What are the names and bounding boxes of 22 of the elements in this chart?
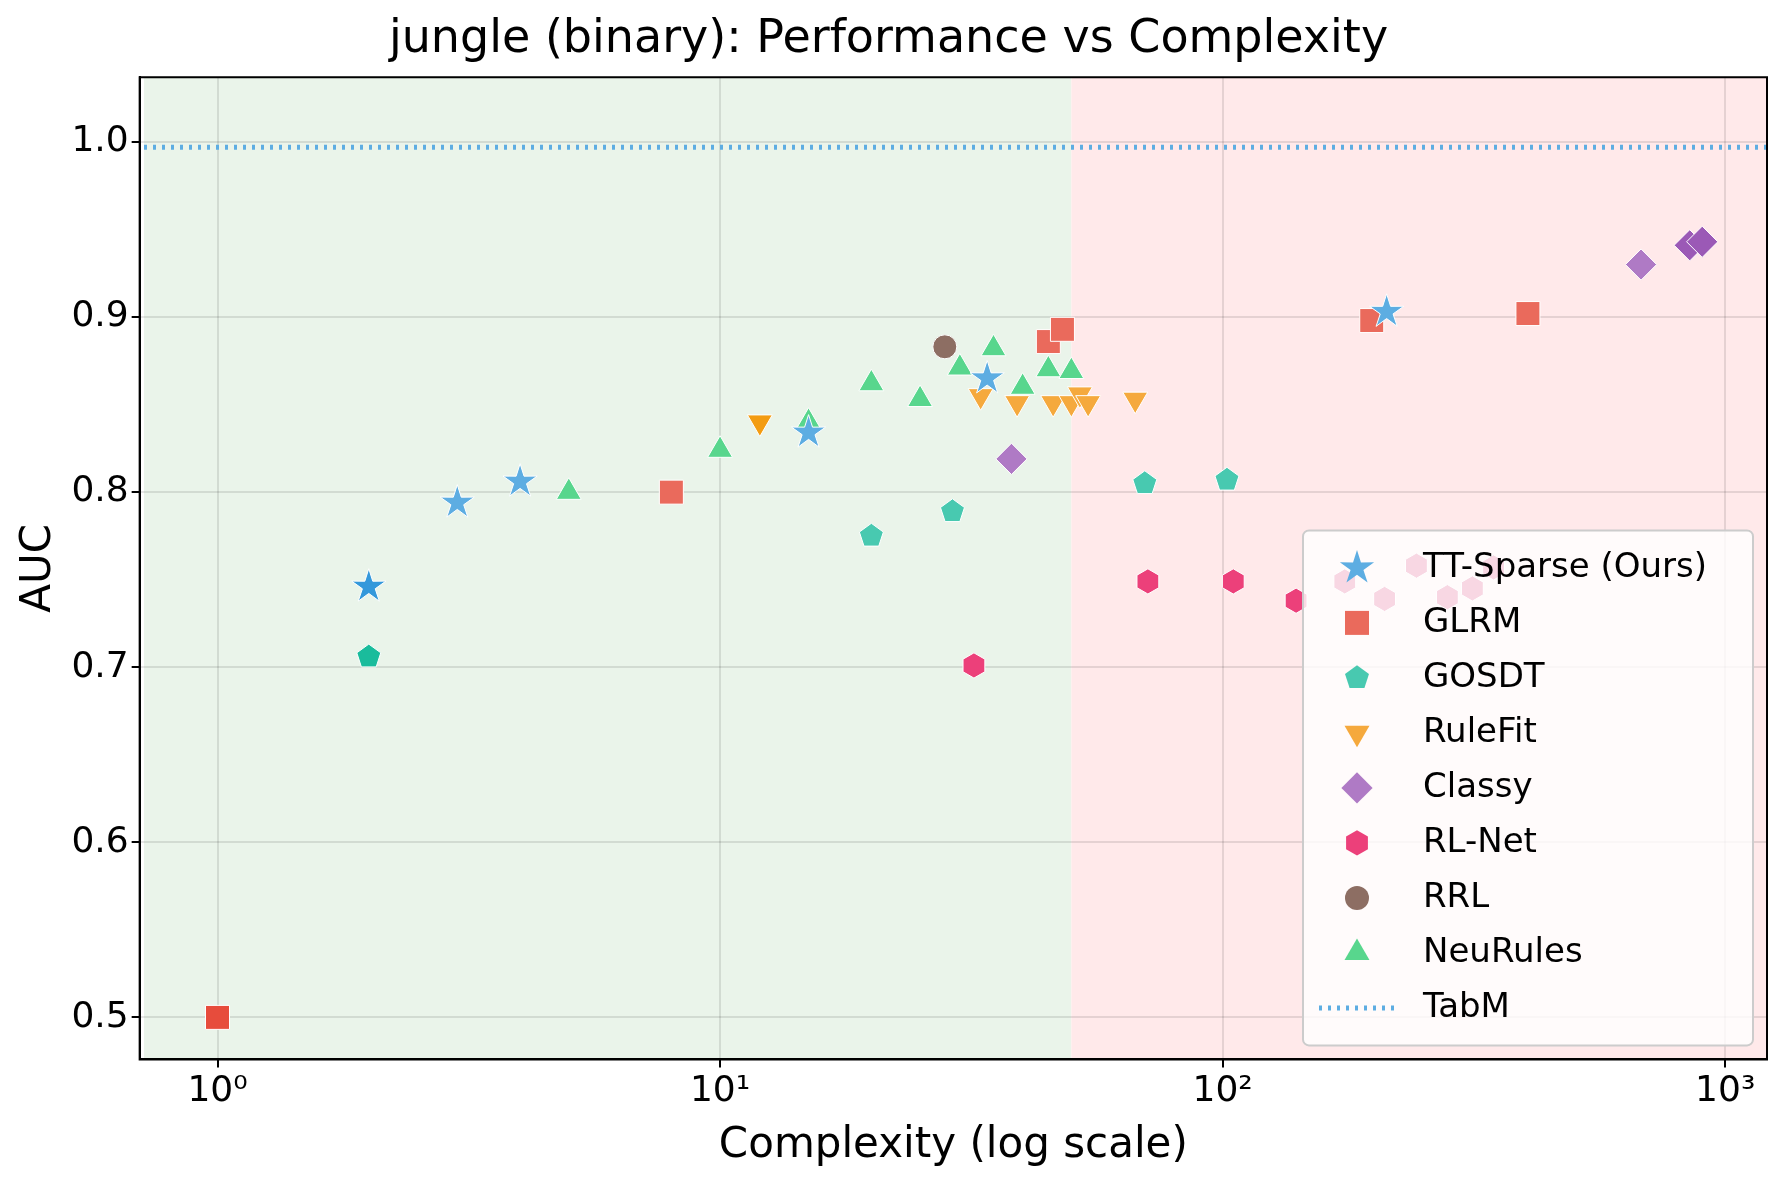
legend-label: GLRM [1423,599,1522,640]
x-tick-label: 10² [1192,1068,1253,1110]
legend-label: RL-Net [1423,819,1537,860]
x-tick-label: 10³ [1695,1068,1756,1110]
x-tick-label: 10⁰ [187,1068,248,1110]
legend-label: RRL [1423,874,1490,915]
y-axis-title: AUC [11,523,61,613]
y-tick-label: 0.8 [71,468,129,510]
y-tick-label: 0.6 [71,818,129,860]
legend-label: Classy [1423,764,1533,805]
x-tick-label: 10¹ [689,1068,751,1110]
y-tick-label: 0.9 [71,293,129,335]
legend-label: GOSDT [1423,654,1545,695]
legend-label: TabM [1422,984,1510,1025]
chart-title: jungle (binary): Performance vs Complexity [387,8,1389,63]
legend-label: NeuRules [1423,929,1583,970]
legend-label: RuleFit [1423,709,1537,750]
legend-label: TT-Sparse (Ours) [1422,544,1708,585]
y-tick-label: 0.7 [71,643,129,685]
y-tick-label: 0.5 [71,993,129,1035]
y-tick-label: 1.0 [71,118,129,160]
x-axis-title: Complexity (log scale) [718,1117,1188,1167]
